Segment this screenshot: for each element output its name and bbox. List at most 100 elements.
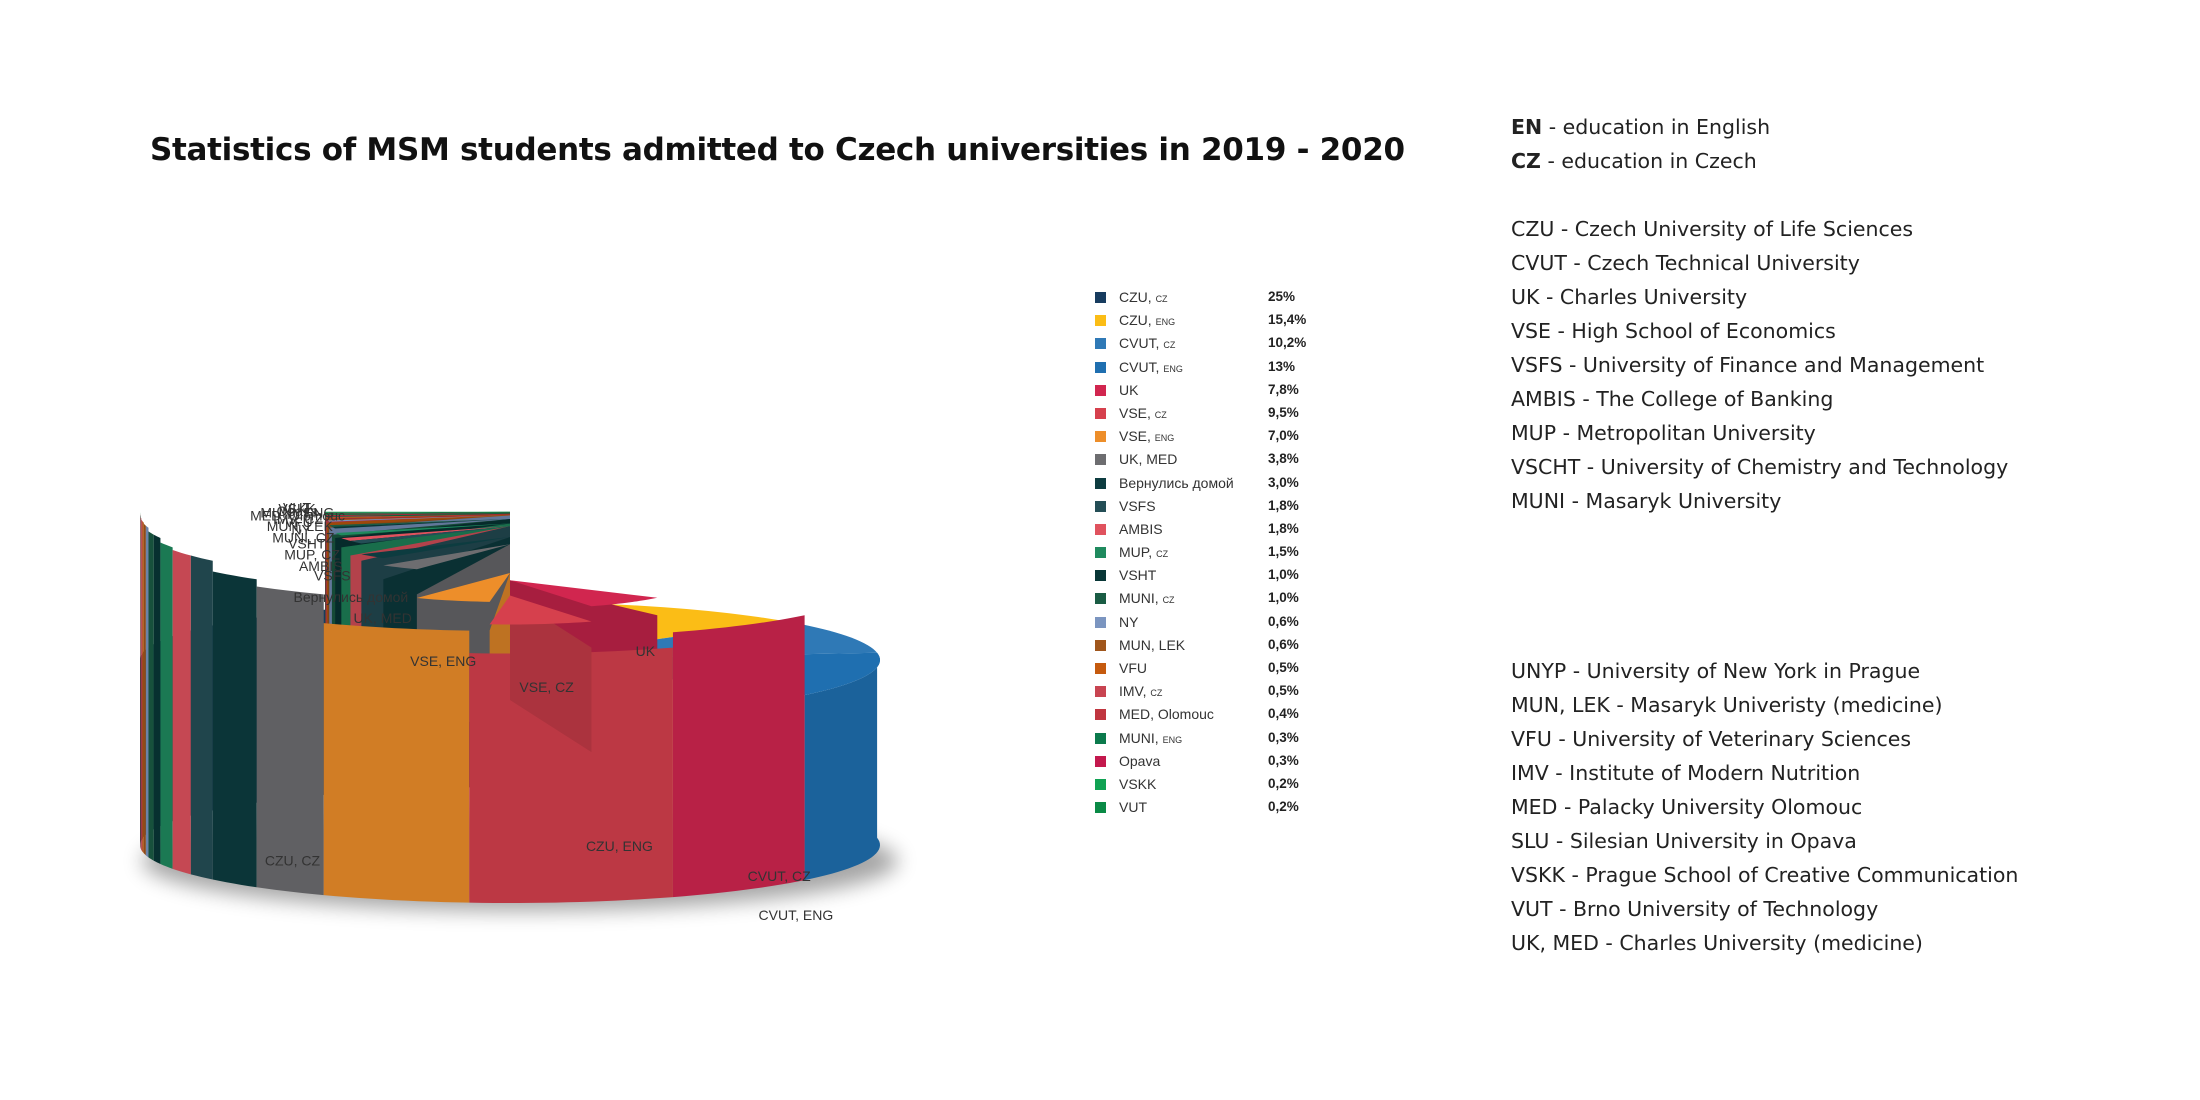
- legend-value: 13%: [1268, 358, 1296, 374]
- legend-label: MUN, LEK: [1119, 636, 1186, 653]
- slice-label: MED, Olomouc: [250, 508, 345, 524]
- legend-label: UK, MED: [1119, 451, 1178, 468]
- abbreviation-item: UK, MED - Charles University (medicine): [1511, 931, 1923, 955]
- slice-label: MUP, CZ: [284, 547, 340, 563]
- legend-item: Вернулись домой 3,0%: [1092, 473, 1342, 496]
- legend-item: CVUT, CZ 10,2%: [1092, 333, 1342, 356]
- legend-swatch: [1095, 547, 1106, 559]
- legend-swatch: [1095, 686, 1106, 698]
- legend-label: MUNI, ENG: [1119, 729, 1183, 746]
- legend-swatch: [1095, 500, 1106, 512]
- legend-value: 0,5%: [1268, 660, 1299, 675]
- legend-swatch: [1095, 292, 1106, 303]
- slice-label: Вернулись домой: [294, 589, 409, 605]
- legend-value: 0,2%: [1268, 799, 1299, 815]
- language-note-cz: CZ - education in Czech: [1511, 149, 1757, 173]
- legend-value: 7,0%: [1268, 428, 1299, 444]
- legend-swatch: [1095, 755, 1106, 767]
- slice-label: CZU, ENG: [586, 838, 653, 854]
- legend-value: 15,4%: [1268, 312, 1307, 328]
- legend-value: 0,6%: [1268, 613, 1299, 629]
- legend-item: VFU 0,5%: [1092, 658, 1342, 681]
- legend-value: 10,2%: [1268, 335, 1307, 351]
- slice-label: NY: [291, 522, 311, 538]
- legend-item: VSE, ENG 7,0%: [1092, 426, 1342, 449]
- slice-label: VSE, CZ: [519, 679, 574, 695]
- abbreviation-item: CZU - Czech University of Life Sciences: [1511, 217, 1914, 241]
- legend-swatch: [1095, 407, 1106, 419]
- legend-item: IMV, CZ 0,5%: [1092, 681, 1342, 704]
- legend-value: 0,4%: [1268, 706, 1299, 722]
- legend-value: 9,5%: [1268, 404, 1299, 420]
- abbreviation-item: CVUT - Czech Technical University: [1511, 251, 1860, 275]
- legend-item: MUNI, CZ 1,0%: [1092, 588, 1342, 611]
- slice-label: VSHT: [288, 535, 326, 551]
- abbreviations-block-1: EN - education in English CZ - education…: [1511, 110, 2008, 518]
- language-note-en: EN - education in English: [1511, 115, 1771, 139]
- slice-label: UK, MED: [353, 610, 411, 626]
- abbreviation-item: VSE - High School of Economics: [1511, 319, 1836, 343]
- legend-item: UK 7,8%: [1092, 380, 1342, 403]
- abbreviation-item: VSKK - Prague School of Creative Communi…: [1511, 863, 2019, 887]
- legend-label: NY: [1119, 613, 1139, 630]
- legend-value: 0,5%: [1268, 683, 1299, 699]
- chart-legend: CZU, CZ 25% CZU, ENG 15,4% CVUT, CZ 10,2% CVUT…: [1092, 287, 1342, 820]
- legend-item: MUP, CZ 1,5%: [1092, 542, 1342, 565]
- slice-label: VSE, ENG: [410, 653, 476, 669]
- abbreviations-block-2: UNYP - University of New York in Prague M…: [1511, 654, 2018, 960]
- legend-label: AMBIS: [1119, 520, 1163, 537]
- legend-label: CZU, ENG: [1119, 312, 1176, 329]
- slice-label: MUNI, CZ: [272, 530, 335, 546]
- slice-label: VUT: [283, 499, 311, 515]
- slice-label: UK: [636, 643, 656, 659]
- legend-label: Opava: [1119, 752, 1161, 769]
- slice-label: IMV, CZ: [273, 511, 323, 527]
- legend-swatch: [1095, 338, 1106, 350]
- abbreviation-item: IMV - Institute of Modern Nutrition: [1511, 761, 1861, 785]
- legend-label: CVUT, ENG: [1119, 358, 1183, 375]
- legend-swatch: [1095, 431, 1106, 443]
- legend-value: 1,8%: [1268, 497, 1299, 513]
- legend-label: VSE, ENG: [1119, 428, 1175, 445]
- legend-value: 25%: [1268, 289, 1296, 304]
- abbreviation-item: AMBIS - The College of Banking: [1511, 387, 1834, 411]
- legend-item: VSKK 0,2%: [1092, 774, 1342, 797]
- legend-item: VSE, CZ 9,5%: [1092, 403, 1342, 426]
- legend-label: UK: [1119, 381, 1139, 398]
- legend-swatch: [1095, 802, 1106, 814]
- legend-item: NY 0,6%: [1092, 612, 1342, 635]
- legend-label: VSE, CZ: [1119, 404, 1167, 421]
- legend-item: MED, Olomouc 0,4%: [1092, 704, 1342, 727]
- abbreviation-item: MUN, LEK - Masaryk Univeristy (medicine): [1511, 693, 1943, 717]
- legend-item: CZU, ENG 15,4%: [1092, 310, 1342, 333]
- legend-swatch: [1095, 778, 1106, 790]
- legend-label: MED, Olomouc: [1119, 706, 1214, 723]
- legend-item: UK, MED 3,8%: [1092, 449, 1342, 472]
- legend-swatch: [1095, 616, 1106, 628]
- legend-label: VSHT: [1119, 567, 1157, 584]
- abbreviation-item: VSFS - University of Finance and Managem…: [1511, 353, 1985, 377]
- legend-label: MUNI, CZ: [1119, 590, 1175, 607]
- legend-value: 0,3%: [1268, 729, 1299, 745]
- legend-label: CZU, CZ: [1119, 289, 1168, 305]
- legend-value: 0,3%: [1268, 752, 1299, 768]
- legend-value: 0,2%: [1268, 775, 1299, 791]
- legend-swatch: [1095, 477, 1106, 489]
- legend-item: VUT 0,2%: [1092, 797, 1342, 820]
- legend-swatch: [1095, 639, 1106, 651]
- legend-item: Opava 0,3%: [1092, 751, 1342, 774]
- legend-swatch: [1095, 315, 1106, 327]
- legend-label: VUT: [1119, 799, 1147, 816]
- legend-value: 0,6%: [1268, 636, 1299, 652]
- slice-label: CZU, CZ: [265, 853, 321, 869]
- slice-label: VSFS: [314, 567, 351, 583]
- legend-item: MUN, LEK 0,6%: [1092, 635, 1342, 658]
- abbreviation-item: MED - Palacky University Olomouc: [1511, 795, 1863, 819]
- legend-swatch: [1095, 384, 1106, 396]
- legend-item: MUNI, ENG 0,3%: [1092, 728, 1342, 751]
- legend-value: 1,0%: [1268, 590, 1299, 606]
- abbreviation-item: VFU - University of Veterinary Sciences: [1511, 727, 1912, 751]
- legend-swatch: [1095, 709, 1106, 721]
- slice-label: AMBIS: [299, 558, 343, 574]
- pie-slice: [469, 595, 673, 903]
